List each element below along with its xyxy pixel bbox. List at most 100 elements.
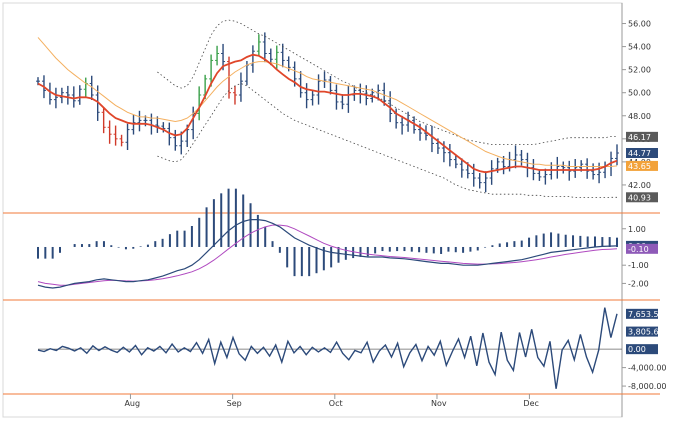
price-value-tag-0: 46.17 xyxy=(626,131,658,142)
price-bar-23 xyxy=(173,129,178,151)
price-bar-24 xyxy=(179,131,184,155)
price-bar-27 xyxy=(197,86,202,121)
price-value-tag-3: 40.93 xyxy=(626,192,658,203)
price-bar-29 xyxy=(209,54,214,87)
osc-value-tag-label-1: 3,805.63 xyxy=(628,328,664,337)
price-bar-21 xyxy=(161,122,166,133)
price-value-tag-label-0: 46.17 xyxy=(628,133,651,142)
price-tick-label-2: 52.00 xyxy=(628,66,651,75)
price-value-tag-bg-1 xyxy=(626,148,658,159)
price-tick-label-7: 42.00 xyxy=(628,181,651,190)
price-bar-13 xyxy=(113,125,118,146)
price-bar-49 xyxy=(328,75,333,95)
oscillator-pane: -4,000.00 -8,000.00 7,653.51 3,805.63 0.00 xyxy=(37,307,667,391)
macd-value-tag-bg-1 xyxy=(626,243,658,254)
price-bar-17 xyxy=(137,110,142,132)
osc-tick-label-1: -8,000.00 xyxy=(628,382,667,391)
price-bar-36 xyxy=(250,45,255,73)
macd-value-tag-label-1: -0.10 xyxy=(628,245,649,254)
x-tick-label-nov: Nov xyxy=(431,399,447,408)
price-bar-63 xyxy=(412,116,417,134)
price-pane: 56.0054.0052.0050.0048.0046.0044.0042.00… xyxy=(36,20,658,203)
price-value-tag-label-1: 44.77 xyxy=(628,149,651,158)
price-bar-80 xyxy=(513,145,518,169)
oscillator-line xyxy=(37,307,618,389)
price-bar-15 xyxy=(125,123,130,151)
x-tick-label-dec: Dec xyxy=(523,399,538,408)
osc-value-tag-0: 7,653.51 xyxy=(626,308,664,319)
osc-value-tag-2: 0.00 xyxy=(626,344,658,355)
price-bar-70 xyxy=(453,155,458,169)
x-tick-label-oct: Oct xyxy=(329,399,343,408)
price-value-tag-bg-0 xyxy=(626,131,658,142)
price-tick-label-0: 56.00 xyxy=(628,20,651,29)
price-value-tag-label-3: 40.93 xyxy=(628,193,651,202)
price-bar-81 xyxy=(519,150,524,166)
price-bar-37 xyxy=(256,34,261,57)
fast-moving-average-line xyxy=(37,53,618,174)
price-bar-20 xyxy=(155,116,160,133)
price-bar-7 xyxy=(77,85,82,105)
price-bar-51 xyxy=(340,94,345,110)
price-bar-14 xyxy=(119,134,124,147)
price-value-tag-bg-2 xyxy=(626,160,658,171)
upper-band-line xyxy=(157,19,617,145)
x-axis: Aug Sep Oct Nov Dec xyxy=(124,394,539,408)
price-bar-73 xyxy=(471,163,476,187)
price-tick-label-1: 54.00 xyxy=(628,43,651,52)
price-bar-69 xyxy=(447,144,452,167)
osc-value-tag-bg-2 xyxy=(626,344,658,355)
price-bar-78 xyxy=(501,156,506,175)
macd-line xyxy=(37,219,618,289)
x-tick-label-sep: Sep xyxy=(227,399,242,408)
price-bar-3 xyxy=(53,87,58,109)
macd-tick-label-2: -2.00 xyxy=(628,279,649,288)
price-bar-47 xyxy=(316,74,321,105)
price-bar-50 xyxy=(334,84,339,110)
price-bar-97 xyxy=(615,144,619,166)
price-bar-38 xyxy=(262,32,267,63)
price-tick-label-3: 50.00 xyxy=(628,89,651,98)
price-bar-84 xyxy=(537,169,542,181)
price-bar-5 xyxy=(65,85,70,105)
price-value-tag-label-2: 43.65 xyxy=(628,162,651,171)
osc-value-tag-bg-1 xyxy=(626,326,658,337)
price-bar-40 xyxy=(274,45,279,69)
price-bar-16 xyxy=(131,114,136,135)
osc-value-tag-label-0: 7,653.51 xyxy=(628,310,664,319)
price-bar-75 xyxy=(483,171,488,193)
price-bar-71 xyxy=(459,158,464,178)
osc-value-tag-1: 3,805.63 xyxy=(626,326,664,337)
osc-tick-label-0: -4,000.00 xyxy=(628,364,667,373)
price-bar-9 xyxy=(89,75,94,100)
osc-value-tag-label-2: 0.00 xyxy=(628,345,646,354)
price-bar-6 xyxy=(71,86,76,108)
price-bar-41 xyxy=(280,43,285,68)
price-bar-88 xyxy=(561,161,566,174)
price-bar-85 xyxy=(543,168,548,185)
price-bar-46 xyxy=(310,90,315,106)
price-bar-76 xyxy=(489,160,494,185)
price-bar-30 xyxy=(215,45,220,66)
price-bar-12 xyxy=(107,120,112,144)
slow-moving-average-line xyxy=(37,37,618,167)
price-bar-34 xyxy=(238,72,243,102)
macd-value-tag-1: -0.10 xyxy=(626,243,658,254)
price-bar-92 xyxy=(585,158,590,179)
price-value-tag-bg-3 xyxy=(626,192,658,203)
lower-band-line xyxy=(157,83,617,198)
price-bar-11 xyxy=(101,107,106,134)
macd-tick-label-0: 1.00 xyxy=(628,225,646,234)
price-bar-33 xyxy=(232,85,237,105)
price-bar-61 xyxy=(400,115,405,135)
price-value-tag-1: 44.77 xyxy=(626,148,658,159)
osc-value-tag-bg-0 xyxy=(626,308,658,319)
price-tick-label-4: 48.00 xyxy=(628,112,651,121)
price-value-tag-2: 43.65 xyxy=(626,160,658,171)
macd-tick-label-1: -1.00 xyxy=(628,261,649,270)
plot-frame xyxy=(2,2,623,418)
price-bar-45 xyxy=(304,83,309,109)
price-bar-44 xyxy=(298,71,303,98)
